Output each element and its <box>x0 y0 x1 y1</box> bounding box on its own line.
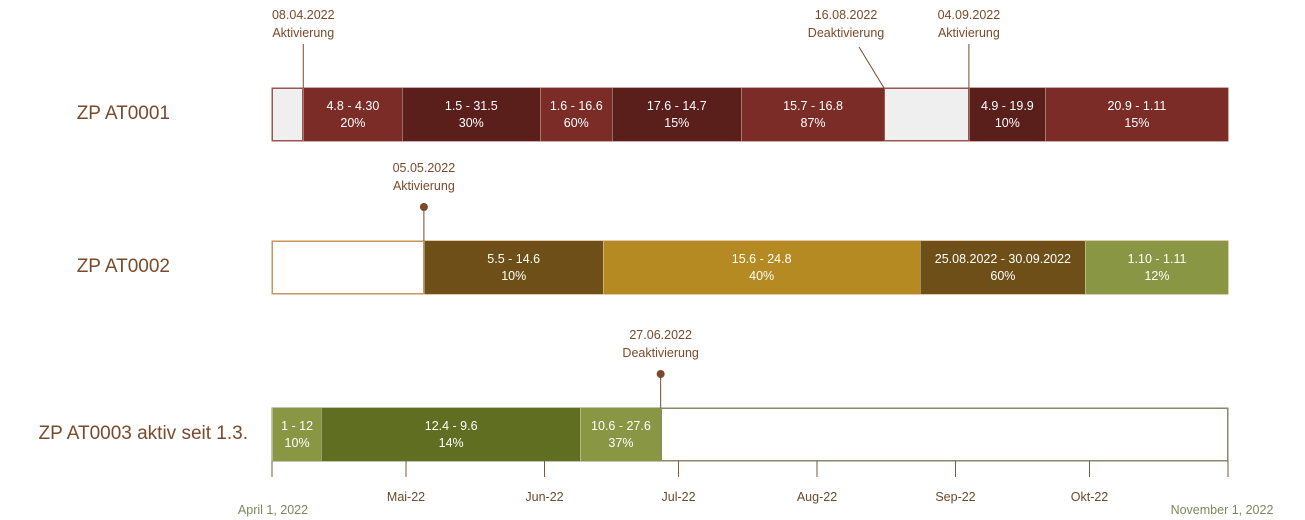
tick-label: Mai-22 <box>386 490 426 504</box>
bar-segment: 25.08.2022 - 30.09.2022 60% <box>919 241 1086 294</box>
segment-percent-label: 12% <box>1144 268 1170 283</box>
segment-period-label: 4.9 - 19.9 <box>980 98 1034 113</box>
row-label: ZP AT0003 aktiv seit 1.3. <box>38 422 248 444</box>
segment-percent-label: 15% <box>1124 115 1150 130</box>
bar-segment: 15.6 - 24.8 40% <box>602 241 920 294</box>
segment-period-label: 1 - 12 <box>281 418 314 433</box>
annotation-label: 05.05.2022 Aktivierung <box>393 159 456 195</box>
segment-percent-label: 14% <box>438 435 464 450</box>
segment-period-label: 1.10 - 1.11 <box>1127 251 1187 266</box>
annotation-date: 04.09.2022 <box>937 8 1001 22</box>
bar-segment <box>884 88 969 141</box>
annotation-label: 04.09.2022 Aktivierung <box>938 6 1001 42</box>
segment-percent-label: 87% <box>800 115 826 130</box>
bar-segment: 4.8 - 4.30 20% <box>303 88 402 141</box>
tick-label: Aug-22 <box>796 490 838 504</box>
axis-edge-label: November 1, 2022 <box>1170 503 1274 517</box>
annotation-label: 16.08.2022 Deaktivierung <box>808 6 884 42</box>
segment-period-label: 25.08.2022 - 30.09.2022 <box>934 251 1071 266</box>
annotation-date: 16.08.2022 <box>814 8 878 22</box>
segment-percent-label: 60% <box>563 115 589 130</box>
bar-segment: 5.5 - 14.6 10% <box>423 241 603 294</box>
segment-period-label: 1.5 - 31.5 <box>444 98 498 113</box>
segment-percent-label: 15% <box>664 115 690 130</box>
segment-percent-label: 37% <box>608 435 634 450</box>
annotation-text: Aktivierung <box>392 179 455 193</box>
annotation-label: 27.06.2022 Deaktivierung <box>622 326 698 362</box>
tick-label: Jun-22 <box>525 490 564 504</box>
bar-segment <box>272 88 304 141</box>
annotation-date: 05.05.2022 <box>392 161 456 175</box>
bar-segment: 15.7 - 16.8 87% <box>741 88 885 141</box>
segment-percent-label: 20% <box>340 115 366 130</box>
annotation-text: Deaktivierung <box>807 26 885 40</box>
annotation-dot <box>419 203 428 211</box>
annotation-text: Deaktivierung <box>622 346 699 360</box>
segment-percent-label: 30% <box>458 115 484 130</box>
annotation-dot <box>656 370 665 378</box>
segment-period-label: 15.6 - 24.8 <box>731 251 792 266</box>
annotation-text: Aktivierung <box>272 26 335 40</box>
bar-segment: 1.10 - 1.11 12% <box>1085 241 1228 294</box>
segment-period-label: 5.5 - 14.6 <box>487 251 541 266</box>
bar-segment: 1.5 - 31.5 30% <box>401 88 541 141</box>
bar-segment: 1 - 12 10% <box>272 408 322 461</box>
bar-segment: 20.9 - 1.11 15% <box>1044 88 1228 141</box>
annotation-date: 27.06.2022 <box>629 328 692 342</box>
segment-period-label: 1.6 - 16.6 <box>549 98 603 113</box>
segment-percent-label: 10% <box>501 268 527 283</box>
bar-segment: 17.6 - 14.7 15% <box>611 88 742 141</box>
bar-segment <box>272 241 424 294</box>
segment-period-label: 12.4 - 9.6 <box>424 418 478 433</box>
axis-edge-label: April 1, 2022 <box>237 503 309 517</box>
segment-period-label: 17.6 - 14.7 <box>646 98 707 113</box>
segment-percent-label: 40% <box>749 268 775 283</box>
bar-segment: 10.6 - 27.6 37% <box>580 408 661 461</box>
segment-period-label: 4.8 - 4.30 <box>326 98 380 113</box>
segment-period-label: 15.7 - 16.8 <box>783 98 843 113</box>
row-label: ZP AT0002 <box>76 255 170 277</box>
bar-segment: 4.9 - 19.9 10% <box>968 88 1045 141</box>
bar-segment: 1.6 - 16.6 60% <box>540 88 612 141</box>
bar-segment <box>660 408 1228 461</box>
annotation-label: 08.04.2022 Aktivierung <box>272 6 335 42</box>
row-label: ZP AT0001 <box>76 102 170 124</box>
segment-percent-label: 10% <box>284 435 310 450</box>
segment-period-label: 20.9 - 1.11 <box>1107 98 1167 113</box>
tick-label: Okt-22 <box>1070 490 1109 504</box>
annotation-date: 08.04.2022 <box>271 8 335 22</box>
bar-segment: 12.4 - 9.6 14% <box>321 408 581 461</box>
annotation-leader <box>858 46 885 89</box>
tick-label: Jul-22 <box>661 490 696 504</box>
tick-label: Sep-22 <box>935 490 976 504</box>
segment-percent-label: 60% <box>990 268 1016 283</box>
segment-period-label: 10.6 - 27.6 <box>591 418 651 433</box>
segment-percent-label: 10% <box>994 115 1020 130</box>
annotation-text: Aktivierung <box>937 26 1000 40</box>
